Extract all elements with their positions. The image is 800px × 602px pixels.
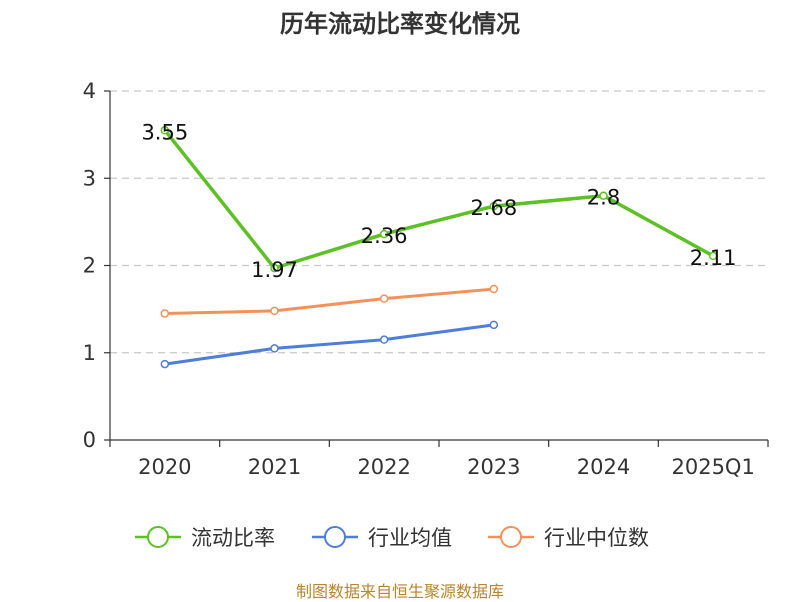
data-point <box>489 284 499 294</box>
data-point <box>270 344 279 353</box>
legend-item: 行业均值 <box>312 526 452 550</box>
x-tick-label: 2020 <box>138 455 191 479</box>
data-source-note: 制图数据来自恒生聚源数据库 <box>295 582 504 601</box>
legend-item: 流动比率 <box>135 526 275 550</box>
data-point <box>708 251 718 261</box>
data-label: 2.11 <box>690 246 737 270</box>
data-point <box>160 359 170 369</box>
data-point <box>160 309 170 318</box>
x-tick-label: 2022 <box>357 455 410 479</box>
legend-label: 流动比率 <box>191 526 275 550</box>
data-label: 2.36 <box>361 224 408 248</box>
x-tick-label: 2021 <box>248 455 301 479</box>
series-line <box>164 287 494 315</box>
data-point <box>160 126 170 135</box>
series-lines <box>160 126 718 369</box>
y-tick-label: 0 <box>83 428 96 452</box>
series-line <box>164 323 495 366</box>
data-point <box>489 201 499 211</box>
series-line <box>163 129 715 270</box>
chart-title: 历年流动比率变化情况 <box>280 10 520 38</box>
legend-marker <box>147 526 169 548</box>
data-point <box>489 320 499 330</box>
x-tick-label: 2025Q1 <box>671 455 754 479</box>
data-label: 2.8 <box>587 186 620 210</box>
data-label: 2.68 <box>470 196 517 220</box>
data-label: 1.97 <box>251 258 298 282</box>
data-point <box>270 263 279 273</box>
y-tick-label: 1 <box>83 341 96 365</box>
legend-label: 行业中位数 <box>544 526 649 550</box>
legend: 流动比率 行业均值 行业中位数 <box>135 526 649 550</box>
data-point <box>379 294 389 303</box>
grid-lines <box>110 90 768 354</box>
x-tick-label: 2024 <box>577 455 630 479</box>
axes: 0 1 2 3 4 2020 2021 2022 2023 2024 2025Q1 <box>83 79 769 479</box>
legend-item: 行业中位数 <box>488 526 649 550</box>
data-point <box>379 335 389 344</box>
data-point <box>599 191 608 200</box>
legend-marker <box>500 526 522 548</box>
data-point <box>379 229 389 239</box>
data-labels: 3.55 1.97 2.36 2.68 2.8 2.11 <box>141 120 736 282</box>
y-tick-label: 3 <box>83 166 96 190</box>
legend-label: 行业均值 <box>368 526 452 550</box>
legend-marker <box>324 526 346 548</box>
y-tick-label: 2 <box>83 254 96 278</box>
x-tick-label: 2023 <box>467 455 520 479</box>
y-tick-label: 4 <box>83 79 96 103</box>
data-point <box>270 306 279 316</box>
data-label: 3.55 <box>141 120 188 144</box>
